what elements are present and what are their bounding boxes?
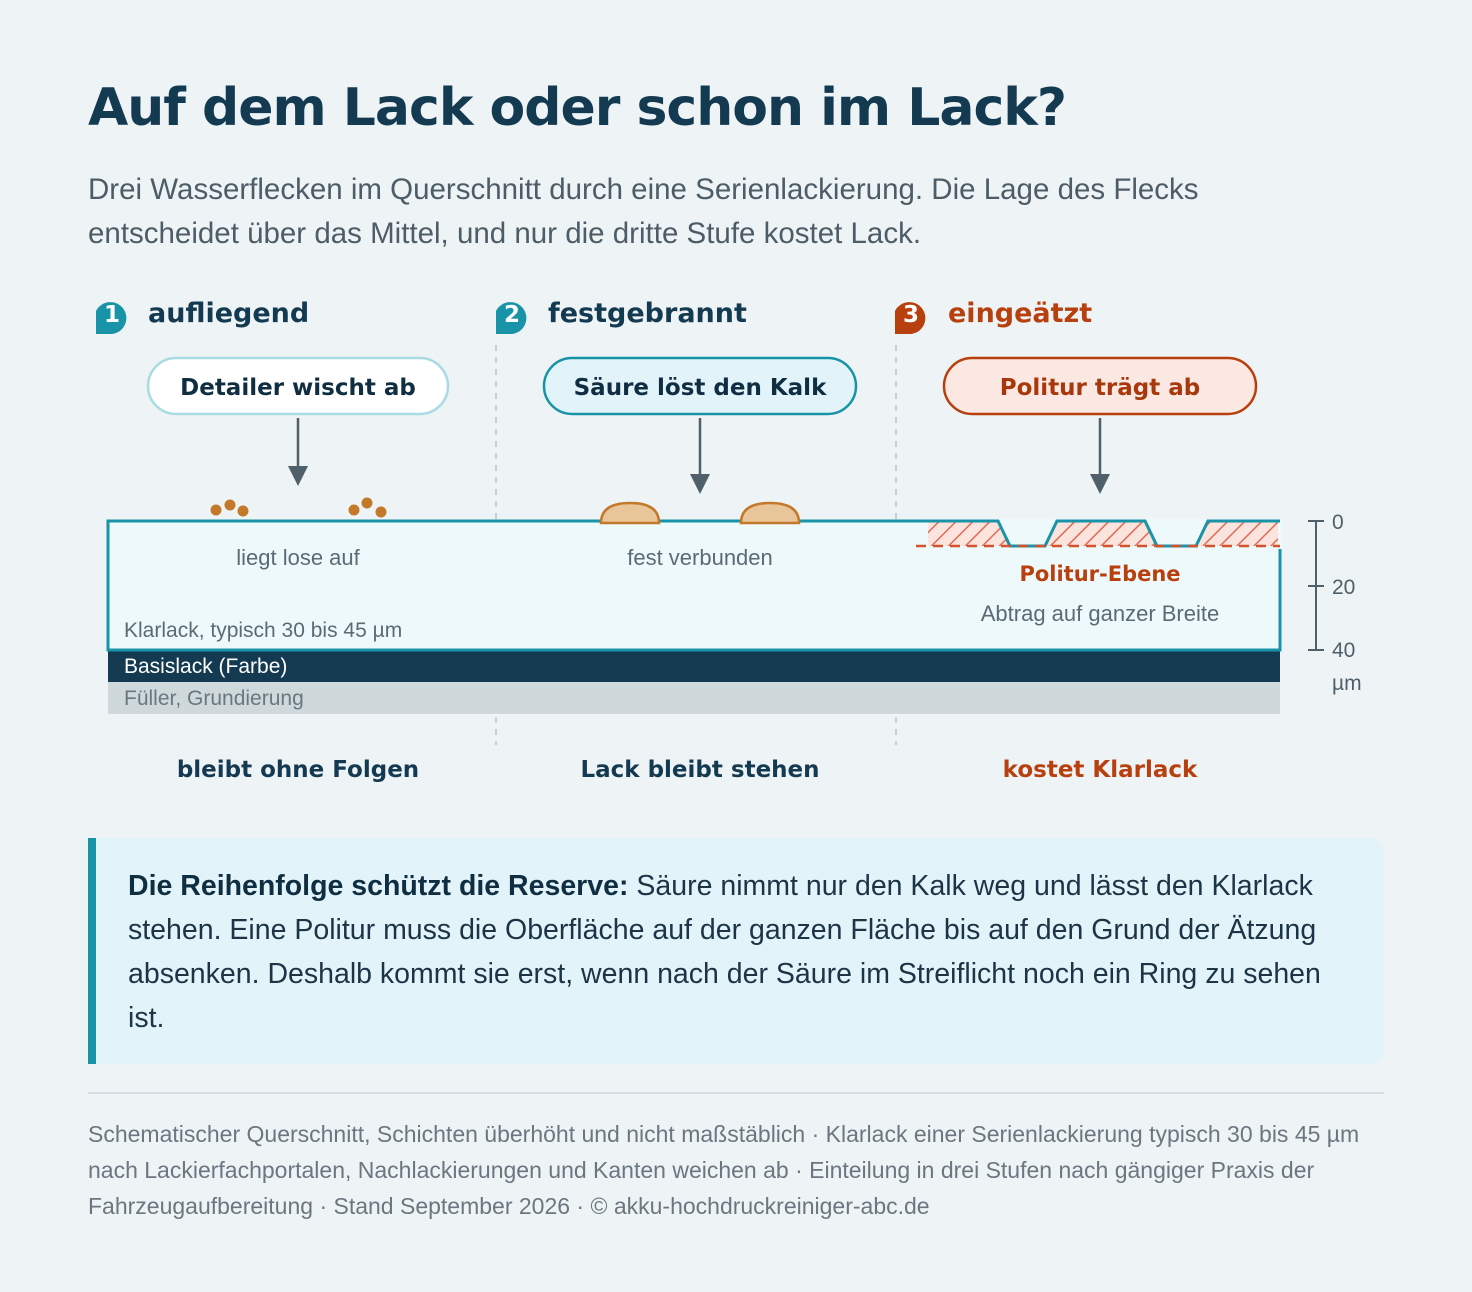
stage-2-result: Lack bleibt stehen	[580, 757, 819, 783]
stage-2-number: 2	[504, 302, 520, 328]
scale-tick-20: 20	[1332, 576, 1355, 599]
etched-clearcoat	[896, 519, 1282, 549]
callout-box: Die Reihenfolge schützt die Reserve: Säu…	[88, 838, 1384, 1064]
stage-2-method: Säure löst den Kalk	[574, 375, 827, 401]
stage-1-method-pill: Detailer wischt ab	[146, 356, 450, 416]
stage-1-number: 1	[104, 302, 120, 328]
basecoat-layer	[108, 650, 1280, 682]
primer-layer	[108, 682, 1280, 714]
stage-2-state: fest verbunden	[627, 545, 773, 570]
page-title: Auf dem Lack oder schon im Lack?	[88, 78, 1067, 138]
callout-text: Säure nimmt nur den Kalk weg und lässt d…	[128, 870, 1321, 1034]
stage-3-number: 3	[903, 302, 919, 328]
stage-2-method-pill: Säure löst den Kalk	[542, 356, 858, 416]
footnote: Schematischer Querschnitt, Schichten übe…	[88, 1121, 1360, 1219]
stage-3-state-sub: Abtrag auf ganzer Breite	[981, 601, 1219, 626]
footer-divider	[88, 1092, 1384, 1094]
loose-water-droplets	[210, 497, 387, 518]
clearcoat-label: Klarlack, typisch 30 bis 45 µm	[124, 619, 402, 642]
stage-1-state: liegt lose auf	[236, 545, 360, 570]
stage-2-heading: festgebrannt	[548, 298, 747, 329]
stage-3-result: kostet Klarlack	[1003, 757, 1198, 783]
stage-2-badge	[496, 302, 527, 334]
thickness-scale	[1308, 520, 1324, 651]
stage-3-header: 3 eingeätzt	[895, 298, 1092, 334]
stage-3-method: Politur trägt ab	[1000, 375, 1200, 401]
stage-1-badge	[96, 302, 127, 334]
cross-section-diagram: 1 aufliegend 2 festgebrannt 3 eingeätzt …	[96, 298, 1362, 783]
stage-1-header: 1 aufliegend	[96, 298, 309, 334]
arrow-down-icon	[1090, 418, 1110, 494]
arrow-down-icon	[288, 418, 308, 486]
stage-3-heading: eingeätzt	[948, 298, 1092, 329]
scale-unit: µm	[1332, 672, 1362, 695]
primer-label: Füller, Grundierung	[124, 687, 304, 710]
stage-3-badge	[895, 302, 926, 334]
stage-1-result: bleibt ohne Folgen	[177, 757, 419, 783]
stage-3-state: Politur-Ebene	[1019, 562, 1180, 586]
arrow-down-icon	[690, 418, 710, 494]
basecoat-label: Basislack (Farbe)	[124, 655, 287, 678]
page-subtitle: Drei Wasserflecken im Querschnitt durch …	[88, 173, 1199, 250]
callout-lead: Die Reihenfolge schützt die Reserve:	[128, 870, 629, 902]
scale-tick-0: 0	[1332, 511, 1344, 534]
stage-1-heading: aufliegend	[148, 298, 309, 329]
stage-2-header: 2 festgebrannt	[496, 298, 747, 334]
scale-tick-40: 40	[1332, 639, 1355, 662]
stage-3-method-pill: Politur trägt ab	[942, 356, 1258, 416]
stage-1-method: Detailer wischt ab	[180, 375, 416, 401]
fused-lime-deposits	[599, 501, 801, 525]
